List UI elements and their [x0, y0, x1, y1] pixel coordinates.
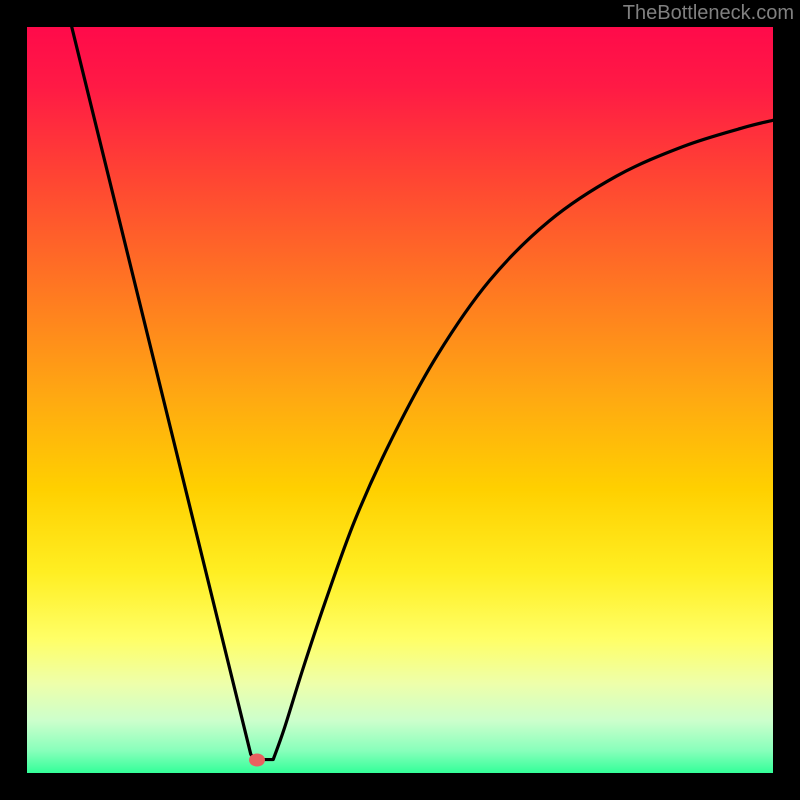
watermark-text: TheBottleneck.com — [623, 2, 794, 25]
plot-area — [27, 27, 773, 773]
curve-path — [72, 27, 773, 760]
optimum-marker — [249, 753, 265, 766]
bottleneck-curve — [27, 27, 773, 773]
chart-container: TheBottleneck.com — [0, 0, 800, 800]
